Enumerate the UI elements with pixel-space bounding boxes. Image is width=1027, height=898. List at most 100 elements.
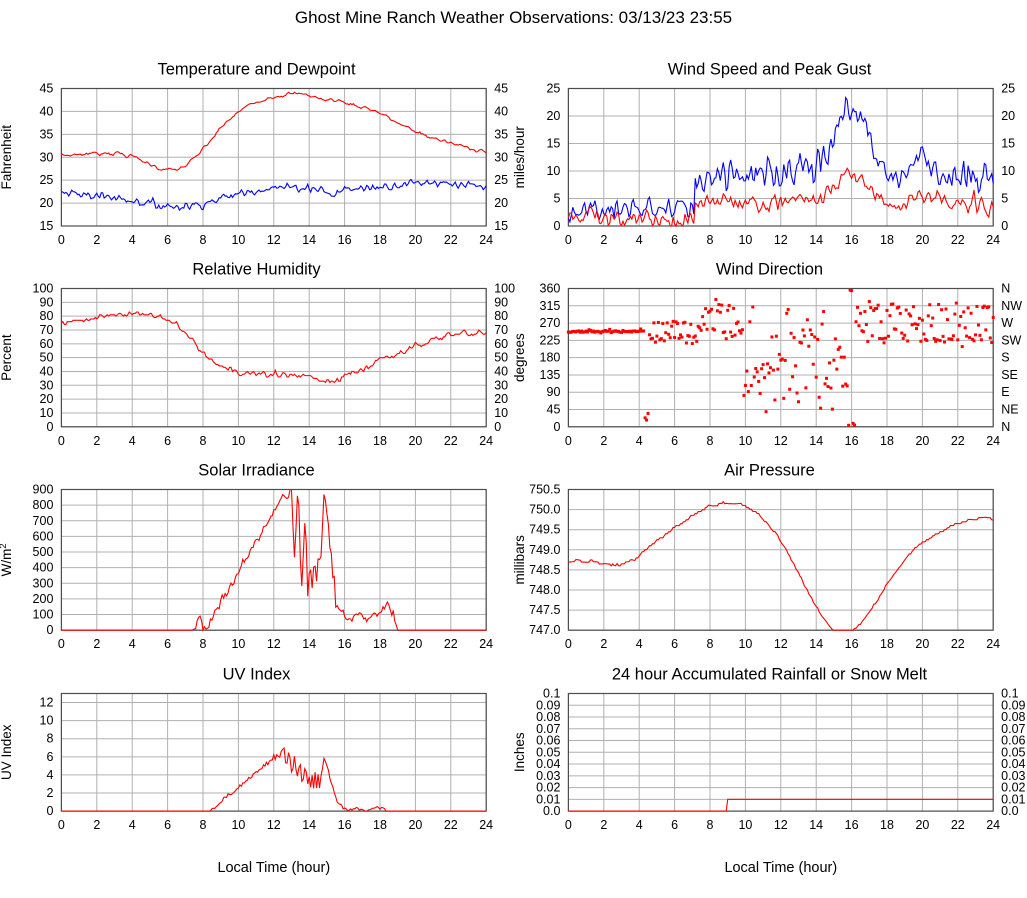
svg-text:24 hour Accumulated Rainfall o: 24 hour Accumulated Rainfall or Snow Mel… [612,666,928,684]
svg-text:10: 10 [494,406,508,420]
svg-text:16: 16 [845,818,859,832]
svg-text:10: 10 [546,164,560,178]
svg-text:100: 100 [33,282,54,296]
svg-text:Local Time (hour): Local Time (hour) [724,860,837,876]
svg-text:NW: NW [1001,299,1022,313]
svg-text:24: 24 [986,818,1000,832]
svg-text:SW: SW [1001,333,1021,347]
svg-text:45: 45 [494,81,508,95]
svg-text:UV Index: UV Index [0,724,14,780]
svg-text:80: 80 [494,309,508,323]
svg-text:10: 10 [738,818,752,832]
svg-text:0: 0 [46,804,53,818]
svg-text:0: 0 [46,420,53,434]
svg-text:18: 18 [880,818,894,832]
svg-text:135: 135 [540,368,561,382]
svg-text:25: 25 [1001,81,1015,95]
svg-text:750.0: 750.0 [529,503,560,517]
svg-text:4: 4 [129,818,136,832]
svg-text:Fahrenheit: Fahrenheit [0,124,14,189]
svg-text:270: 270 [540,316,561,330]
svg-text:20: 20 [1001,109,1015,123]
svg-text:500: 500 [33,545,54,559]
svg-text:12: 12 [40,696,54,710]
svg-text:2: 2 [93,818,100,832]
svg-text:100: 100 [33,608,54,622]
svg-text:0: 0 [494,420,501,434]
svg-text:0: 0 [58,818,65,832]
svg-text:900: 900 [33,483,54,497]
svg-text:22: 22 [951,818,965,832]
svg-text:Temperature and Dewpoint: Temperature and Dewpoint [157,60,356,78]
svg-text:0: 0 [565,818,572,832]
svg-text:15: 15 [39,219,53,233]
svg-text:200: 200 [33,592,54,606]
svg-text:8: 8 [46,732,53,746]
svg-text:400: 400 [33,561,54,575]
svg-text:70: 70 [40,323,54,337]
svg-text:0: 0 [46,624,53,638]
svg-text:Air Pressure: Air Pressure [724,462,815,480]
svg-text:S: S [1001,351,1009,365]
svg-text:30: 30 [40,378,54,392]
svg-text:16: 16 [338,818,352,832]
svg-text:14: 14 [809,818,823,832]
svg-text:0: 0 [553,420,560,434]
svg-text:100: 100 [494,282,515,296]
svg-text:180: 180 [540,351,561,365]
svg-text:18: 18 [373,818,387,832]
svg-text:30: 30 [39,150,53,164]
svg-text:2: 2 [46,786,53,800]
svg-text:6: 6 [164,818,171,832]
svg-text:N: N [1001,420,1010,434]
svg-text:12: 12 [774,818,788,832]
svg-text:700: 700 [33,514,54,528]
svg-text:60: 60 [494,337,508,351]
svg-text:E: E [1001,385,1009,399]
svg-text:20: 20 [494,392,508,406]
svg-text:0: 0 [553,219,560,233]
svg-text:750.5: 750.5 [529,483,560,497]
svg-text:748.5: 748.5 [529,563,560,577]
svg-text:40: 40 [39,104,53,118]
svg-text:80: 80 [40,309,54,323]
svg-text:800: 800 [33,499,54,513]
svg-text:600: 600 [33,530,54,544]
svg-text:40: 40 [494,365,508,379]
svg-text:0: 0 [1001,219,1008,233]
svg-text:225: 225 [540,333,561,347]
svg-text:35: 35 [39,127,53,141]
svg-text:10: 10 [1001,164,1015,178]
svg-text:90: 90 [40,295,54,309]
svg-text:degrees: degrees [512,333,527,382]
svg-text:40: 40 [40,365,54,379]
svg-text:8: 8 [707,818,714,832]
svg-text:NE: NE [1001,403,1018,417]
svg-text:747.0: 747.0 [529,624,560,638]
svg-text:miles/hour: miles/hour [512,125,527,188]
svg-text:10: 10 [231,818,245,832]
svg-text:10: 10 [40,714,54,728]
svg-text:4: 4 [636,818,643,832]
svg-text:Inches: Inches [512,732,527,772]
svg-text:0.1: 0.1 [1001,687,1018,701]
svg-text:748.0: 748.0 [529,583,560,597]
svg-text:747.5: 747.5 [529,603,560,617]
svg-text:25: 25 [494,173,508,187]
svg-text:15: 15 [494,219,508,233]
svg-text:35: 35 [494,127,508,141]
svg-text:Relative Humidity: Relative Humidity [192,261,321,279]
svg-text:20: 20 [546,109,560,123]
svg-text:50: 50 [494,351,508,365]
svg-text:30: 30 [494,150,508,164]
svg-text:20: 20 [408,818,422,832]
svg-text:UV Index: UV Index [223,666,292,684]
svg-text:749.0: 749.0 [529,543,560,557]
svg-text:60: 60 [40,337,54,351]
svg-text:0.1: 0.1 [543,687,560,701]
svg-text:Wind Direction: Wind Direction [716,261,823,279]
svg-text:90: 90 [494,295,508,309]
svg-text:40: 40 [494,104,508,118]
svg-text:22: 22 [444,818,458,832]
svg-text:50: 50 [40,351,54,365]
